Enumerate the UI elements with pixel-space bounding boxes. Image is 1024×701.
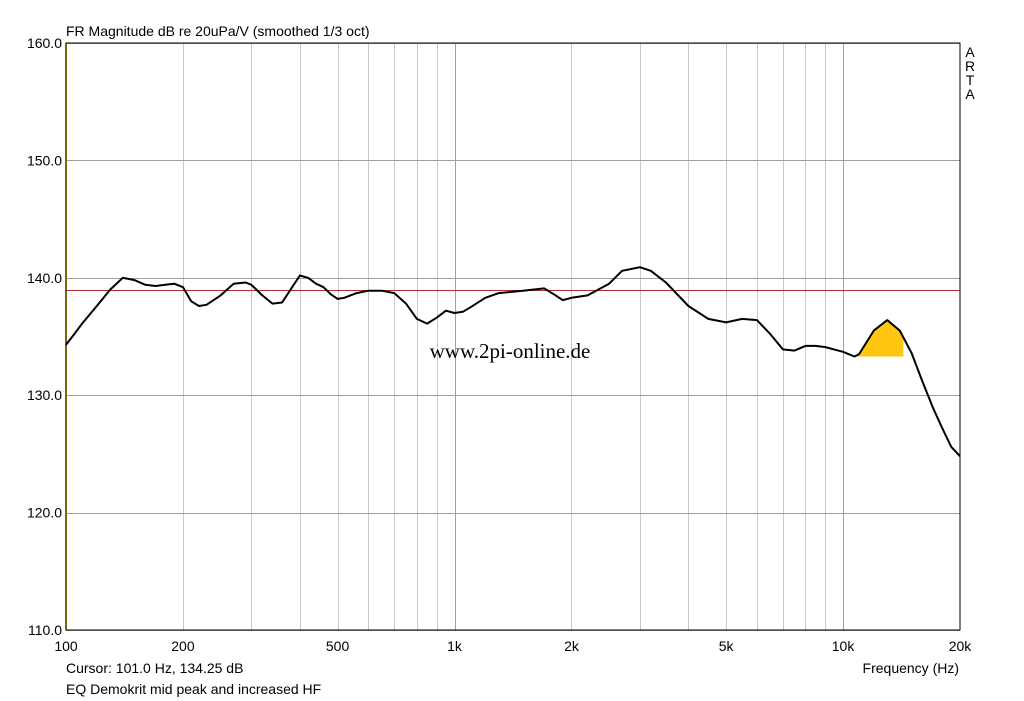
x-tick-label: 100: [54, 638, 78, 654]
x-tick-label: 10k: [832, 638, 856, 654]
cursor-readout: Cursor: 101.0 Hz, 134.25 dB: [66, 660, 243, 676]
x-tick-label: 1k: [447, 638, 463, 654]
x-tick-label: 500: [326, 638, 350, 654]
plot-frame: [65, 42, 961, 631]
y-tick-label: 140.0: [27, 270, 62, 286]
x-tick-label: 2k: [564, 638, 580, 654]
side-label-letter: R: [965, 58, 975, 74]
x-tick-label: 5k: [719, 638, 735, 654]
x-tick-label: 20k: [949, 638, 973, 654]
x-axis-label: Frequency (Hz): [863, 660, 959, 676]
y-tick-label: 130.0: [27, 387, 62, 403]
series-line: [65, 266, 961, 457]
y-tick-label: 110.0: [28, 622, 62, 638]
side-label-letter: A: [965, 86, 975, 102]
side-label-letter: T: [966, 72, 975, 88]
watermark-text: www.2pi-online.de: [430, 339, 591, 363]
footer-caption: EQ Demokrit mid peak and increased HF: [66, 681, 321, 697]
y-tick-label: 150.0: [27, 152, 62, 168]
y-tick-label: 160.0: [27, 35, 62, 51]
chart-title: FR Magnitude dB re 20uPa/V (smoothed 1/3…: [66, 23, 370, 39]
y-tick-labels: 160.0 150.0 140.0 130.0 120.0 110.0: [27, 35, 62, 638]
x-tick-labels: 100 200 500 1k 2k 5k 10k 20k: [54, 638, 972, 654]
y-tick-label: 120.0: [27, 505, 62, 521]
x-tick-label: 200: [171, 638, 195, 654]
highlight-region: [854, 320, 904, 357]
side-label-letter: A: [965, 44, 975, 60]
